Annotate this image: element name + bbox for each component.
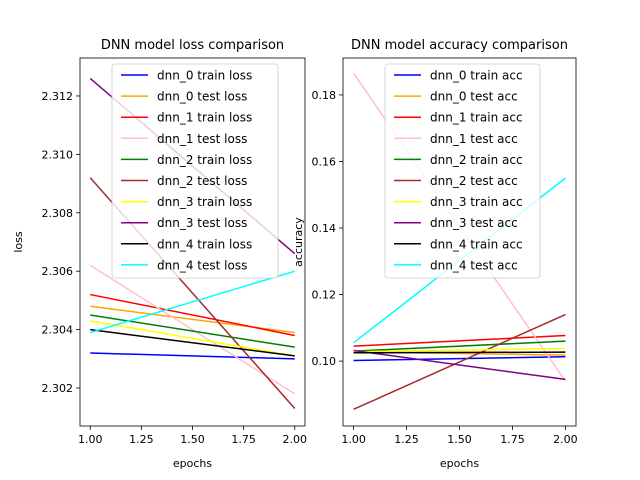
y-tick-label: 0.14 [312,222,337,235]
legend-label-1: dnn_0 test acc [430,90,518,104]
y-tick-label: 0.10 [312,355,337,368]
legend-label-5: dnn_2 test loss [157,174,247,188]
series-line-7 [353,349,566,381]
legend-label-6: dnn_3 train acc [430,195,523,209]
y-tick-label: 2.310 [42,148,74,161]
legend: dnn_0 train acc dnn_0 test acc dnn_1 train… [384,63,541,279]
legend-label-4: dnn_2 train loss [157,153,252,167]
x-tick-label: 1.75 [231,433,256,446]
legend-label-8: dnn_4 train acc [430,237,523,251]
x-tick-label: 1.75 [500,433,525,446]
series-line-3 [89,264,296,395]
legend-label-6: dnn_3 train loss [157,195,252,209]
x-axis-label: epochs [173,457,212,470]
legend-label-3: dnn_1 test loss [157,132,247,146]
series-line-2 [353,334,566,347]
series-line-4 [353,340,566,352]
y-tick-label: 2.312 [42,90,74,103]
x-tick-label: 1.25 [394,433,419,446]
series-line-0 [353,356,566,362]
series-line-5 [353,313,566,411]
legend-label-4: dnn_2 train acc [430,153,523,167]
legend-label-9: dnn_4 test acc [430,258,518,272]
series-line-8 [353,351,566,354]
y-tick-label: 2.306 [42,265,74,278]
chart-panel-0: DNN model loss comparison 1.00 1.25 1.50 1.7… [12,38,307,470]
legend-box [384,63,541,279]
x-tick-label: 1.25 [129,433,154,446]
x-tick-label: 2.00 [553,433,578,446]
chart-panel-1: DNN model accuracy comparison 1.00 1.25 1.5… [292,38,578,470]
series-line-6 [90,320,295,357]
legend-label-9: dnn_4 test loss [157,258,247,272]
legend-label-7: dnn_3 test loss [157,216,247,230]
legend: dnn_0 train loss dnn_0 test loss dnn_1 tra… [111,63,279,279]
legend-label-8: dnn_4 train loss [157,237,252,251]
series-line-0 [90,352,295,360]
legend-label-2: dnn_1 train acc [430,111,523,125]
y-tick-label: 0.18 [312,89,337,102]
series-line-6 [353,347,566,353]
x-tick-label: 1.50 [180,433,205,446]
legend-label-5: dnn_2 test acc [430,174,518,188]
x-axis-label: epochs [440,457,479,470]
y-tick-label: 0.16 [312,155,337,168]
series-line-8 [90,328,295,357]
series-line-2 [90,293,295,337]
y-axis-label: loss [12,231,25,253]
y-tick-label: 0.12 [312,289,337,302]
y-tick-label: 2.302 [42,382,74,395]
x-tick-label: 1.00 [341,433,366,446]
legend-label-7: dnn_3 test acc [430,216,518,230]
y-tick-label: 2.308 [42,207,74,220]
y-tick-label: 2.304 [42,324,74,337]
x-tick-label: 1.50 [447,433,472,446]
series-line-4 [90,314,295,348]
series-line-9 [90,270,295,334]
y-axis-label: accuracy [292,217,305,267]
x-tick-label: 1.00 [78,433,103,446]
legend-label-3: dnn_1 test acc [430,132,518,146]
x-tick-label: 2.00 [283,433,308,446]
legend-label-0: dnn_0 train acc [430,69,523,83]
legend-box [111,63,279,279]
chart-title: DNN model loss comparison [101,38,284,53]
legend-label-1: dnn_0 test loss [157,90,247,104]
legend-label-0: dnn_0 train loss [157,69,252,83]
chart-title: DNN model accuracy comparison [351,38,568,53]
legend-label-2: dnn_1 train loss [157,111,252,125]
